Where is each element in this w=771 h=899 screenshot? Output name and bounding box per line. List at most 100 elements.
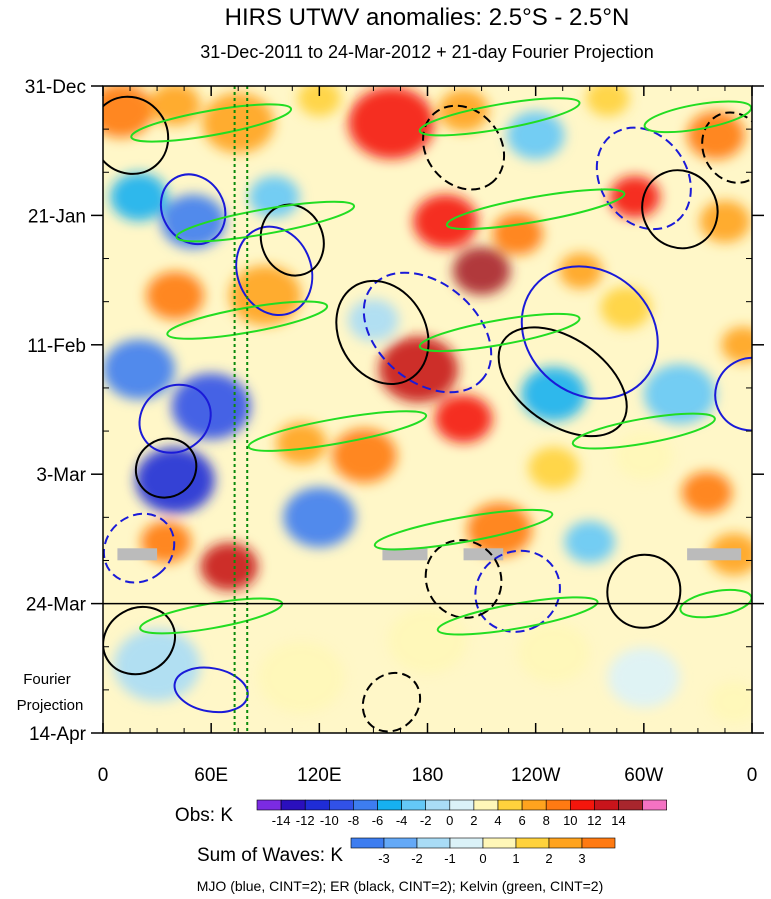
kelvin-contour-24	[643, 100, 752, 134]
x-tick-label-2: 120E	[297, 765, 341, 786]
mjo-contour-4	[520, 265, 659, 400]
waves-legend-label: Sum of Waves: K	[197, 845, 343, 866]
waves-tick-label-2: -1	[444, 851, 456, 866]
anomaly-blob-18	[146, 271, 204, 320]
obs-swatch-0	[256, 799, 282, 811]
missing-bar-2	[463, 548, 504, 561]
anomaly-blob-21	[600, 286, 652, 329]
anomaly-blob-32	[528, 447, 579, 490]
er-contour-12	[134, 437, 198, 499]
kelvin-contour-29	[247, 410, 428, 452]
obs-tick-label-1: -12	[296, 813, 315, 828]
obs-tick-label-13: 12	[587, 813, 601, 828]
anomaly-field	[103, 86, 752, 724]
er-contour-19	[606, 553, 682, 629]
waves-tick-label-3: 0	[479, 851, 486, 866]
mjo-contour-3	[362, 271, 493, 394]
obs-swatch-14	[594, 799, 619, 811]
kelvin-contour-23	[418, 97, 581, 137]
obs-tick-label-11: 8	[543, 813, 550, 828]
y-axis: 31-Dec 21-Jan 11-Feb 3-Mar 24-Mar 14-Apr	[25, 77, 764, 745]
y-tick-label-2: 11-Feb	[27, 336, 86, 357]
y-tick-label-5: 14-Apr	[29, 724, 87, 745]
y-tick-label-0: 31-Dec	[25, 77, 86, 98]
obs-tick-label-3: -8	[348, 813, 360, 828]
obs-swatch-8	[449, 799, 475, 811]
anomaly-blob-16	[559, 252, 603, 289]
anomaly-blob-8	[687, 111, 745, 160]
missing-bar-1	[382, 548, 428, 561]
obs-tick-label-2: -10	[320, 813, 339, 828]
obs-swatch-6	[401, 799, 427, 811]
obs-swatch-3	[328, 799, 354, 811]
anomaly-blob-13	[452, 246, 511, 295]
er-contour-20	[361, 671, 422, 733]
anomaly-blob-6	[506, 111, 565, 160]
obs-swatch-7	[425, 799, 451, 811]
anomaly-blob-3	[297, 86, 341, 117]
anomaly-blob-34	[681, 471, 733, 514]
anomaly-blob-14	[492, 212, 543, 255]
mjo-contour-1	[235, 225, 314, 317]
x-tick-label-3: 180	[412, 765, 444, 786]
obs-tick-label-10: 6	[518, 813, 525, 828]
contour-footer: MJO (blue, CINT=2); ER (black, CINT=2); …	[197, 878, 604, 894]
anomaly-blob-38	[467, 502, 533, 557]
anomaly-blob-28	[721, 326, 752, 363]
x-tick-label-1: 60E	[194, 765, 228, 786]
anomaly-blob-5	[438, 89, 489, 132]
anomaly-blob-31	[332, 428, 397, 483]
plot-area	[103, 86, 752, 733]
anomaly-blob-46	[708, 681, 752, 724]
anomaly-blob-29	[135, 447, 215, 514]
waves-swatch-3	[449, 837, 484, 849]
anomaly-blob-4	[348, 86, 435, 159]
anomaly-blob-39	[564, 520, 615, 563]
y-tick-label-3: 3-Mar	[36, 465, 86, 486]
mjo-contour-2	[138, 383, 212, 454]
anomaly-blob-30	[276, 422, 327, 465]
waves-swatch-2	[416, 837, 451, 849]
anomaly-blob-25	[434, 394, 493, 443]
anomaly-blob-27	[643, 364, 716, 425]
obs-swatch-16	[642, 799, 667, 811]
x-tick-label-0: 0	[98, 765, 109, 786]
obs-swatch-13	[569, 799, 595, 811]
kelvin-contour-28	[418, 312, 581, 353]
chart-subtitle: 31-Dec-2011 to 24-Mar-2012 + 21-day Four…	[200, 42, 653, 62]
obs-swatch-2	[304, 799, 330, 811]
waves-tick-label-4: 1	[512, 851, 519, 866]
anomaly-blob-37	[283, 487, 356, 548]
obs-tick-label-14: 14	[611, 813, 625, 828]
obs-swatch-5	[377, 799, 402, 811]
waves-tick-label-5: 2	[545, 851, 552, 866]
kelvin-contour-25	[175, 200, 356, 243]
obs-tick-label-6: -2	[420, 813, 432, 828]
mjo-contour-9	[103, 512, 176, 584]
obs-swatch-1	[280, 799, 306, 811]
y-tick-label-4: 24-Mar	[26, 595, 87, 616]
anomaly-blob-15	[609, 175, 661, 218]
kelvin-contour-31	[373, 508, 554, 551]
chart-title: HIRS UTWV anomalies: 2.5°S - 2.5°N	[225, 4, 630, 31]
x-tick-label-5: 60W	[624, 765, 663, 786]
projection-label-line1: Fourier	[23, 671, 71, 688]
obs-colorbar: -14 -12 -10 -8 -6 -4 -2 0 2 4 6 8 10 12 14	[256, 799, 667, 828]
anomaly-blob-42	[258, 641, 345, 714]
anomaly-blob-23	[171, 373, 251, 440]
anomaly-blob-9	[110, 172, 168, 221]
waves-swatch-1	[383, 837, 418, 849]
missing-bar-3	[687, 548, 742, 561]
y-tick-label-1: 21-Jan	[28, 206, 86, 227]
anomaly-blob-43	[387, 607, 468, 674]
anomaly-blob-36	[200, 542, 258, 591]
er-contour-17	[701, 111, 752, 184]
obs-swatch-4	[353, 799, 378, 811]
anomaly-blob-22	[103, 339, 176, 400]
waves-colorbar: -3 -2 -1 0 1 2 3	[350, 837, 616, 866]
kelvin-contour-26	[445, 188, 626, 231]
anomaly-blob-17	[699, 200, 751, 243]
anomaly-blob-26	[521, 367, 587, 422]
waves-swatch-5	[515, 837, 550, 849]
